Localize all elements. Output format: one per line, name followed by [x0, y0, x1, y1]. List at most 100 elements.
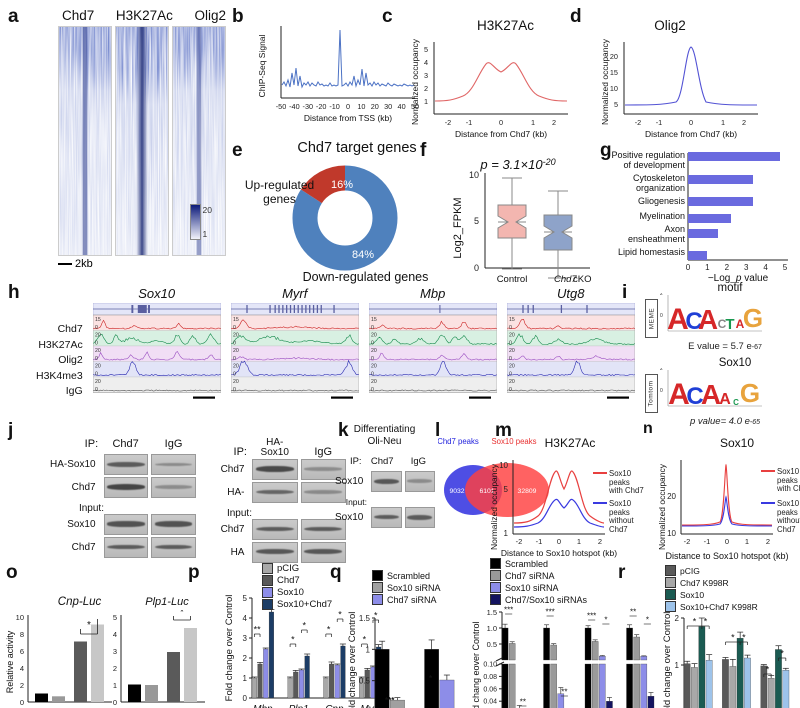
- svg-text:4: 4: [763, 263, 768, 272]
- svg-text:0: 0: [686, 263, 691, 272]
- svg-text:4: 4: [424, 58, 428, 67]
- svg-text:*: *: [780, 649, 784, 659]
- svg-text:0: 0: [243, 694, 248, 703]
- svg-text:0: 0: [509, 325, 512, 331]
- svg-text:0.08: 0.08: [483, 674, 497, 681]
- svg-text:15: 15: [371, 317, 377, 323]
- svg-text:20: 20: [233, 364, 239, 370]
- svg-text:*: *: [291, 635, 295, 645]
- svg-text:20: 20: [509, 333, 515, 339]
- svg-text:0.5: 0.5: [487, 640, 497, 649]
- svg-text:Log2_FPKM: Log2_FPKM: [452, 197, 464, 258]
- svg-text:20: 20: [95, 333, 101, 339]
- svg-text:20: 20: [371, 333, 377, 339]
- svg-text:3: 3: [424, 71, 428, 80]
- svg-text:Mbp: Mbp: [253, 704, 273, 708]
- svg-text:-40: -40: [289, 102, 300, 111]
- svg-text:84%: 84%: [352, 249, 374, 261]
- svg-text:5: 5: [504, 485, 509, 494]
- svg-text:15: 15: [509, 317, 515, 323]
- svg-text:1: 1: [721, 118, 725, 127]
- svg-text:0: 0: [95, 387, 98, 393]
- svg-text:20: 20: [509, 348, 515, 354]
- svg-text:A: A: [698, 304, 718, 335]
- svg-text:20: 20: [371, 348, 377, 354]
- svg-text:Relative activity: Relative activity: [5, 630, 15, 693]
- svg-text:Normalized occupancy: Normalized occupancy: [600, 38, 610, 125]
- svg-text:0: 0: [95, 325, 98, 331]
- svg-text:T: T: [725, 316, 734, 333]
- svg-text:Gliogenesis: Gliogenesis: [638, 196, 686, 206]
- svg-text:2: 2: [113, 664, 117, 673]
- svg-text:0: 0: [509, 356, 512, 362]
- svg-text:0.5: 0.5: [359, 677, 371, 686]
- svg-text:-1: -1: [704, 537, 711, 546]
- svg-text:***: ***: [587, 612, 596, 621]
- svg-text:Chd7 peaks: Chd7 peaks: [438, 437, 479, 446]
- svg-text:5: 5: [113, 613, 117, 622]
- svg-text:Distance from Chd7 (kb): Distance from Chd7 (kb): [645, 129, 737, 139]
- svg-text:1: 1: [675, 661, 680, 670]
- svg-text:Distance to Sox10 hotspot (kb): Distance to Sox10 hotspot (kb): [665, 551, 788, 561]
- svg-text:1: 1: [243, 674, 248, 683]
- svg-text:*: *: [87, 620, 91, 631]
- svg-text:-2: -2: [445, 118, 452, 127]
- svg-text:-1: -1: [536, 537, 543, 546]
- svg-text:4: 4: [243, 614, 248, 623]
- svg-text:-50: -50: [276, 102, 287, 111]
- svg-text:2: 2: [742, 118, 746, 127]
- svg-text:*: *: [180, 610, 184, 618]
- svg-text:-1: -1: [656, 118, 663, 127]
- svg-text:20: 20: [233, 348, 239, 354]
- svg-text:*: *: [338, 610, 342, 620]
- svg-text:20: 20: [233, 379, 239, 385]
- svg-text:-2: -2: [684, 537, 691, 546]
- svg-text:**: **: [630, 608, 636, 617]
- svg-text:10: 10: [610, 84, 618, 93]
- svg-text:Fold change over Control: Fold change over Control: [224, 595, 235, 702]
- svg-text:1: 1: [366, 645, 371, 654]
- svg-text:Plp1: Plp1: [289, 704, 309, 708]
- svg-text:Distance from TSS (kb): Distance from TSS (kb): [304, 113, 392, 123]
- svg-text:0: 0: [95, 341, 98, 347]
- svg-text:C: C: [733, 398, 739, 407]
- svg-text:2: 2: [598, 537, 602, 546]
- svg-text:10: 10: [357, 102, 365, 111]
- svg-text:20: 20: [95, 379, 101, 385]
- svg-text:Fold change over Control: Fold change over Control: [347, 612, 358, 708]
- svg-text:**: **: [520, 698, 526, 707]
- svg-text:20: 20: [233, 333, 239, 339]
- svg-text:0: 0: [509, 387, 512, 393]
- svg-text:0: 0: [509, 372, 512, 378]
- svg-text:Control: Control: [497, 274, 528, 285]
- svg-text:2: 2: [243, 654, 248, 663]
- svg-text:0: 0: [371, 341, 374, 347]
- svg-text:Normalized occupancy: Normalized occupancy: [489, 463, 499, 550]
- svg-text:5: 5: [783, 263, 788, 272]
- svg-text:0: 0: [371, 372, 374, 378]
- svg-text:0: 0: [233, 325, 236, 331]
- svg-text:3: 3: [744, 263, 749, 272]
- svg-text:Axon: Axon: [664, 224, 685, 234]
- svg-text:5: 5: [614, 100, 618, 109]
- svg-text:20: 20: [610, 52, 618, 61]
- svg-text:**: **: [254, 625, 262, 635]
- svg-text:0: 0: [233, 341, 236, 347]
- svg-text:0: 0: [474, 263, 479, 273]
- svg-text:2: 2: [675, 614, 680, 623]
- svg-text:20: 20: [371, 364, 377, 370]
- svg-text:1: 1: [705, 263, 710, 272]
- svg-text:*: *: [731, 633, 735, 643]
- svg-text:*: *: [327, 625, 331, 635]
- svg-text:15: 15: [610, 68, 618, 77]
- svg-text:cKO: cKO: [573, 274, 591, 285]
- svg-text:16%: 16%: [331, 179, 353, 191]
- svg-text:1: 1: [504, 529, 509, 538]
- svg-text:0.04: 0.04: [483, 699, 497, 706]
- svg-text:0: 0: [371, 325, 374, 331]
- svg-text:15: 15: [233, 317, 239, 323]
- svg-text:0: 0: [20, 698, 24, 707]
- svg-text:4: 4: [113, 630, 117, 639]
- svg-text:40: 40: [398, 102, 406, 111]
- svg-text:0: 0: [725, 537, 729, 546]
